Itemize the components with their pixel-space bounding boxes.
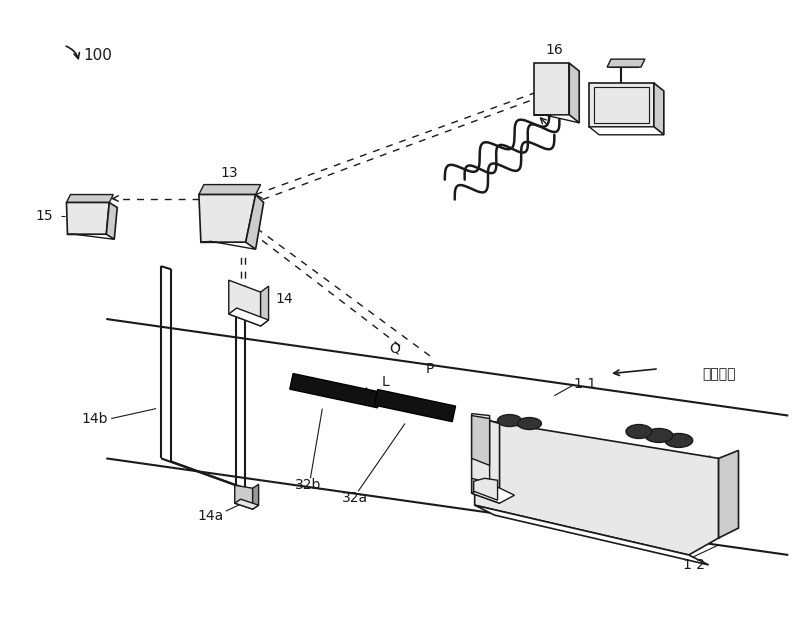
Text: 32b: 32b [295,478,322,492]
Text: 行驶方向: 行驶方向 [702,366,735,381]
Polygon shape [472,483,514,503]
Polygon shape [474,505,709,565]
Polygon shape [201,242,256,249]
Polygon shape [472,413,490,483]
Polygon shape [199,195,256,242]
Polygon shape [234,499,258,509]
Polygon shape [253,484,258,509]
Text: 14b: 14b [82,411,108,425]
Polygon shape [199,184,261,195]
Ellipse shape [498,415,522,427]
Polygon shape [594,87,649,123]
Polygon shape [570,63,579,123]
Polygon shape [472,415,490,465]
Polygon shape [229,280,261,326]
Ellipse shape [665,434,693,448]
Polygon shape [474,478,498,500]
Polygon shape [534,63,570,115]
Text: Q: Q [390,342,401,356]
Polygon shape [66,195,114,202]
Text: 1 1: 1 1 [574,377,596,391]
Text: 100: 100 [83,48,112,63]
Polygon shape [106,202,118,240]
Ellipse shape [645,429,673,443]
Polygon shape [67,235,114,240]
Text: 14a: 14a [198,509,224,523]
Polygon shape [290,373,381,408]
Polygon shape [472,415,499,503]
Text: 13: 13 [220,165,238,179]
Polygon shape [534,115,579,123]
Ellipse shape [518,418,542,429]
Polygon shape [654,83,664,135]
Polygon shape [474,418,718,555]
Text: 14: 14 [275,292,293,306]
Ellipse shape [626,425,652,439]
Text: 1 2: 1 2 [682,558,705,572]
Text: L: L [381,375,389,389]
Text: 15: 15 [36,209,54,223]
Polygon shape [66,202,110,235]
Polygon shape [589,83,654,127]
Polygon shape [234,485,253,509]
Polygon shape [261,286,269,326]
Polygon shape [246,195,264,249]
Polygon shape [374,389,455,422]
Polygon shape [718,450,738,538]
Text: P: P [426,362,434,376]
Polygon shape [607,59,645,67]
Text: 32a: 32a [342,491,368,505]
Polygon shape [589,127,664,135]
Text: 16: 16 [546,43,563,57]
Polygon shape [229,308,269,326]
